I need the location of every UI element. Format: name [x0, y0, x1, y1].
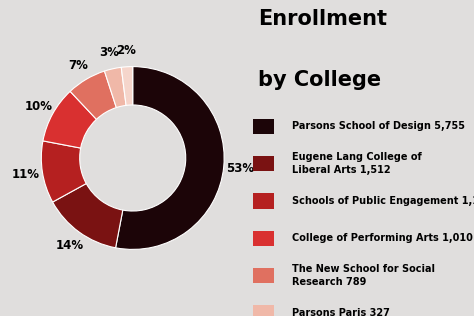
Text: 53%: 53% [226, 162, 254, 175]
Text: 10%: 10% [24, 100, 52, 112]
Text: 7%: 7% [68, 59, 88, 72]
Text: The New School for Social
Research 789: The New School for Social Research 789 [292, 264, 435, 287]
FancyBboxPatch shape [253, 119, 274, 134]
Wedge shape [53, 184, 123, 248]
Wedge shape [121, 67, 133, 106]
Text: by College: by College [258, 70, 381, 89]
Wedge shape [70, 71, 116, 119]
FancyBboxPatch shape [253, 156, 274, 171]
FancyBboxPatch shape [253, 268, 274, 283]
Text: Parsons Paris 327: Parsons Paris 327 [292, 308, 390, 316]
Text: Eugene Lang College of
Liberal Arts 1,512: Eugene Lang College of Liberal Arts 1,51… [292, 152, 422, 175]
Text: 11%: 11% [12, 168, 40, 181]
FancyBboxPatch shape [253, 193, 274, 209]
Text: College of Performing Arts 1,010: College of Performing Arts 1,010 [292, 233, 473, 243]
FancyBboxPatch shape [253, 231, 274, 246]
Text: Enrollment: Enrollment [258, 9, 387, 29]
Wedge shape [41, 141, 86, 202]
Text: 2%: 2% [116, 44, 136, 57]
Wedge shape [104, 67, 126, 107]
Text: Schools of Public Engagement 1,177: Schools of Public Engagement 1,177 [292, 196, 474, 206]
Text: 14%: 14% [55, 239, 83, 252]
Wedge shape [43, 91, 96, 148]
Text: 3%: 3% [99, 46, 119, 59]
Wedge shape [116, 67, 224, 249]
Text: Parsons School of Design 5,755: Parsons School of Design 5,755 [292, 121, 465, 131]
FancyBboxPatch shape [253, 305, 274, 316]
